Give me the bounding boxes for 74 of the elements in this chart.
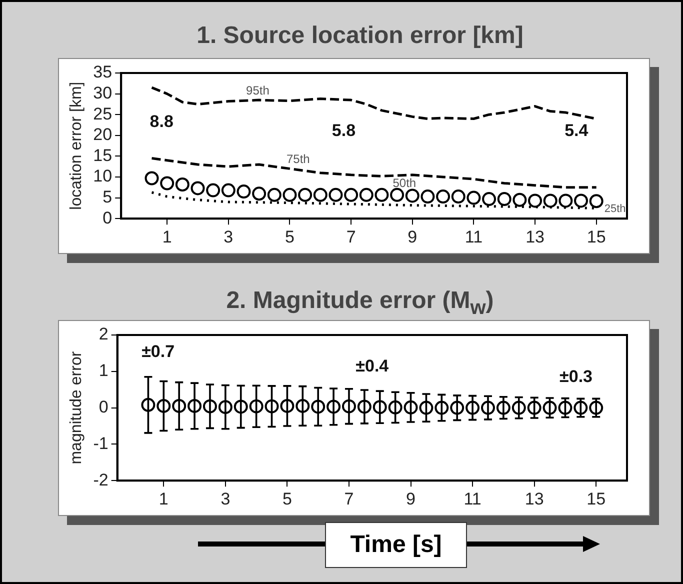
x-tick-label: 15 [586, 227, 606, 246]
x-tick-label: 1 [162, 227, 172, 246]
point [451, 190, 466, 204]
y-tick-label: 25 [93, 104, 112, 124]
point [190, 181, 205, 196]
x-tick-label: 5 [285, 227, 294, 246]
x-axis-title: Time [s] [325, 522, 467, 568]
y-axis-title: location error [km] [68, 82, 86, 210]
x-tick-label: 5 [282, 489, 292, 508]
series-label: 50th [392, 176, 416, 190]
point [436, 190, 450, 204]
point [359, 188, 374, 202]
point [589, 194, 604, 208]
y-tick-label: 1 [98, 361, 108, 380]
y-tick-label: 0 [102, 208, 112, 228]
series-label: 95th [246, 83, 270, 98]
y-tick-label: -1 [93, 434, 108, 453]
y-tick-label: -2 [93, 470, 108, 490]
point [282, 188, 297, 202]
y-tick-label: 2 [98, 324, 108, 344]
annotation: 5.8 [332, 120, 356, 140]
point [482, 192, 496, 206]
point [206, 183, 220, 198]
point [252, 186, 266, 201]
point [298, 188, 312, 202]
point [175, 177, 190, 192]
point [221, 183, 236, 198]
point [466, 190, 481, 205]
x-tick-label: 13 [526, 227, 544, 246]
annotation: ±0.3 [560, 366, 593, 386]
point [344, 188, 358, 202]
x-tick-label: 7 [346, 227, 356, 246]
point [558, 194, 573, 208]
y-tick-label: 30 [93, 83, 112, 102]
annotation: ±0.4 [356, 356, 390, 376]
y-tick-label: 35 [93, 62, 112, 82]
point [497, 192, 512, 206]
point [528, 194, 542, 208]
annotation: ±0.7 [142, 342, 175, 362]
point [512, 192, 527, 207]
y-tick-label: 10 [93, 166, 112, 186]
chart-title: 1. Source location error [km] [196, 22, 524, 50]
point [160, 176, 174, 190]
point [405, 188, 420, 203]
point [236, 184, 251, 199]
annotation: 5.4 [564, 120, 589, 140]
point [420, 190, 435, 204]
x-tick-label: 3 [220, 489, 230, 508]
x-tick-label: 11 [464, 227, 483, 246]
y-tick-label: 5 [102, 187, 112, 206]
point [374, 188, 389, 202]
series-label: 75th [286, 152, 310, 166]
point [328, 188, 343, 202]
x-tick-label: 13 [524, 489, 544, 508]
chart-title: 2. Magnitude error (M$_{w}$) [225, 287, 495, 320]
point [267, 188, 282, 202]
x-tick-label: 1 [158, 489, 168, 508]
annotation: 8.8 [150, 112, 174, 132]
point [313, 188, 328, 202]
x-tick-label: 9 [406, 489, 416, 508]
x-tick-label: 15 [586, 489, 606, 508]
x-tick-label: 11 [464, 489, 482, 508]
y-tick-label: 0 [98, 397, 108, 416]
x-tick-label: 3 [224, 227, 234, 246]
point [574, 194, 588, 208]
y-tick-label: 15 [93, 146, 112, 165]
point [144, 171, 159, 186]
x-tick-label: 9 [408, 227, 418, 246]
x-tick-label: 7 [344, 489, 354, 508]
series-label: 25th [604, 203, 626, 216]
point [543, 194, 558, 208]
y-tick-label: 20 [93, 125, 112, 144]
y-axis-title: magnitude error [68, 350, 86, 464]
point [390, 188, 404, 202]
